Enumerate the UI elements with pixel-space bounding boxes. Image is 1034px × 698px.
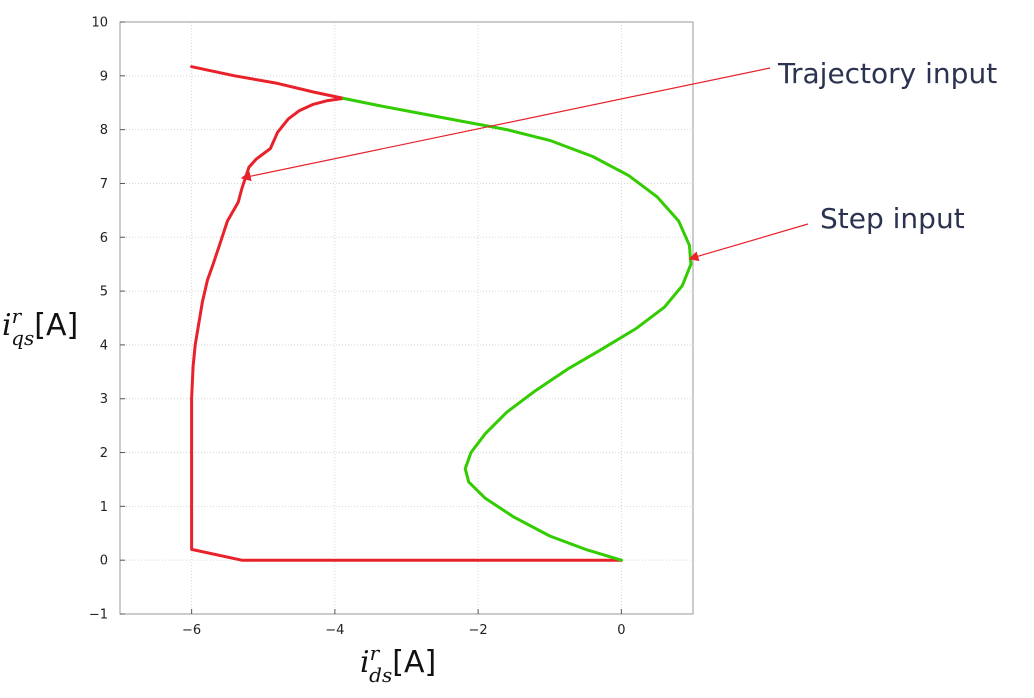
- y-axis-label: ir qs[A]: [2, 304, 78, 350]
- y-tick-label: 2: [100, 446, 108, 461]
- series-line-1: [342, 96, 693, 562]
- y-axis-label-sub: qs: [11, 326, 34, 350]
- x-axis-ticks: −6 −4 −2 0: [182, 609, 626, 638]
- x-axis-label: ir ds[A]: [360, 641, 436, 687]
- x-axis-label-sup: r: [370, 641, 381, 665]
- y-tick-label: 6: [100, 231, 108, 246]
- y-tick-label: 4: [100, 338, 108, 353]
- y-tick-label: 5: [100, 285, 108, 300]
- plot-area-frame: [119, 21, 694, 615]
- y-tick-label: 10: [91, 16, 108, 31]
- y-tick-label: 1: [100, 500, 108, 515]
- y-axis-label-var: i: [2, 308, 12, 343]
- y-axis-ticks: −1 0 1 2 3 4 5 6 7 8 9 10: [89, 16, 125, 623]
- series-lines: [190, 65, 693, 562]
- series-line-0: [190, 65, 623, 562]
- y-axis-label-unit: [A]: [34, 308, 78, 343]
- x-axis-label-unit: [A]: [392, 645, 436, 680]
- x-axis-label-var: i: [360, 645, 370, 680]
- annotations: Trajectory input Step input: [240, 57, 997, 262]
- annotation-text-0: Trajectory input: [777, 57, 997, 90]
- x-tick-label: −4: [325, 623, 344, 638]
- annotation-arrow-1: [688, 223, 809, 262]
- y-tick-label: 0: [100, 554, 108, 569]
- y-tick-label: 7: [100, 177, 108, 192]
- x-tick-label: −2: [469, 623, 488, 638]
- y-tick-label: −1: [89, 608, 108, 623]
- y-tick-label: 8: [100, 123, 108, 138]
- x-axis-label-sub: ds: [369, 663, 392, 687]
- x-tick-label: −6: [182, 623, 201, 638]
- annotation-arrow-0: [240, 67, 771, 182]
- x-tick-label: 0: [617, 623, 625, 638]
- y-tick-label: 9: [100, 69, 108, 84]
- y-axis-label-sup: r: [12, 304, 23, 328]
- annotation-text-1: Step input: [820, 202, 965, 235]
- y-tick-label: 3: [100, 392, 108, 407]
